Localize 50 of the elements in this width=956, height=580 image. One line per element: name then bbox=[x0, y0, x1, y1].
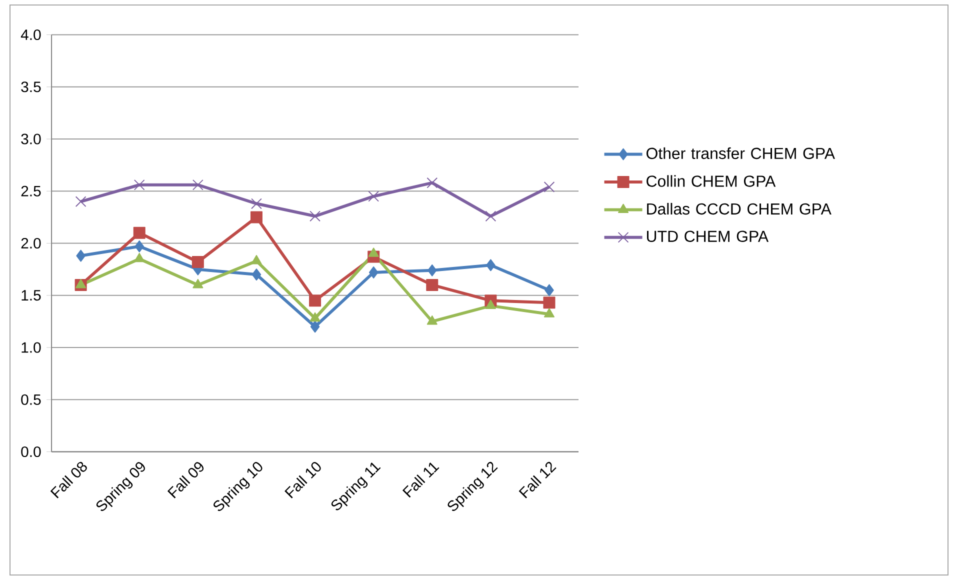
point bbox=[75, 196, 86, 208]
y-tick-label: 0.5 bbox=[21, 394, 41, 405]
x-tick-label: Fall 11 bbox=[402, 462, 440, 498]
y-tick-label: 2.5 bbox=[21, 186, 41, 196]
legend-label: UTD CHEM GPA bbox=[647, 230, 769, 242]
point bbox=[250, 211, 262, 224]
point bbox=[192, 179, 204, 190]
point bbox=[251, 198, 262, 210]
point bbox=[76, 278, 86, 288]
point bbox=[544, 182, 555, 192]
x-tick-label: Fall 12 bbox=[518, 462, 556, 498]
point bbox=[368, 266, 378, 278]
point bbox=[426, 278, 438, 291]
point bbox=[544, 308, 555, 318]
point bbox=[309, 294, 322, 307]
point bbox=[76, 250, 86, 262]
point bbox=[310, 312, 320, 322]
y-tick-label: 4.0 bbox=[20, 29, 41, 40]
point bbox=[428, 264, 437, 276]
y-tick-label: 3.5 bbox=[21, 82, 41, 92]
point bbox=[192, 278, 204, 288]
point bbox=[368, 190, 380, 202]
point bbox=[310, 210, 320, 222]
x-tick-label: Fall 09 bbox=[167, 462, 204, 498]
point bbox=[252, 268, 262, 281]
y-tick-label: 3.0 bbox=[21, 134, 41, 144]
point bbox=[133, 226, 146, 239]
x-tick-label: Fall 08 bbox=[50, 462, 87, 498]
y-tick-label: 1.5 bbox=[22, 290, 41, 301]
point bbox=[486, 259, 496, 272]
legend-label: Dallas CCCD CHEM GPA bbox=[647, 202, 832, 215]
point bbox=[134, 179, 145, 190]
point bbox=[426, 177, 438, 188]
point bbox=[368, 248, 379, 257]
y-tick-label: 2.0 bbox=[21, 238, 41, 249]
point bbox=[134, 252, 145, 262]
point bbox=[251, 254, 262, 264]
legend-label: Collin CHEM GPA bbox=[646, 175, 776, 187]
point bbox=[544, 284, 554, 296]
y-tick-label: 1.0 bbox=[22, 342, 41, 353]
x-tick-label: Fall 10 bbox=[284, 462, 321, 498]
point bbox=[310, 320, 320, 333]
legend-label: Other transfer CHEM GPA bbox=[646, 147, 835, 160]
point bbox=[543, 296, 556, 309]
y-tick-label: 0.0 bbox=[21, 446, 41, 458]
point bbox=[192, 256, 204, 268]
point bbox=[426, 315, 438, 325]
point bbox=[485, 300, 496, 310]
point bbox=[134, 240, 144, 252]
point bbox=[485, 210, 496, 222]
